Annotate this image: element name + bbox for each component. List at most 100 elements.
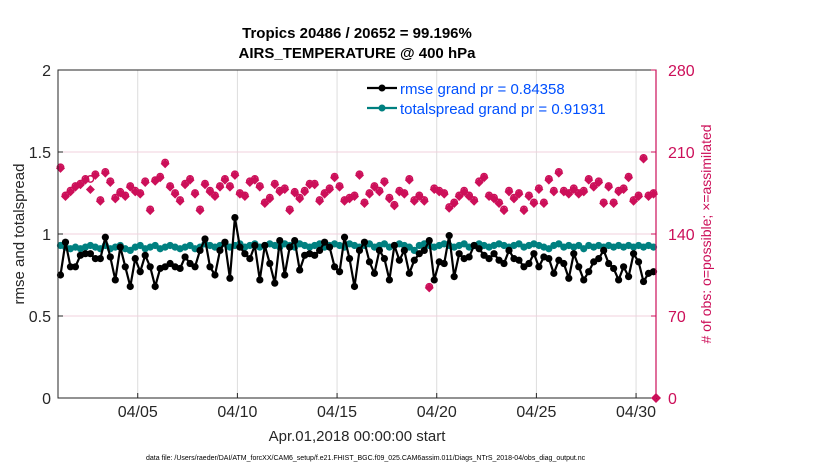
y2-tick-label: 280 <box>668 63 695 80</box>
rmse-point <box>96 255 104 263</box>
obs-assimilated-marker <box>459 187 469 197</box>
rmse-point <box>101 233 109 241</box>
legend-rmse-label: rmse grand pr = 0.84358 <box>400 81 565 98</box>
obs-assimilated-marker <box>414 192 424 202</box>
obs-assimilated-marker <box>280 184 290 194</box>
rmse-point <box>286 243 294 251</box>
obs-assimilated-marker <box>389 201 399 211</box>
rmse-point <box>490 250 498 258</box>
rmse-point <box>196 246 204 254</box>
rmse-point <box>535 263 543 271</box>
obs-assimilated-marker <box>479 173 489 183</box>
rmse-point <box>440 259 448 268</box>
obs-assimilated-marker <box>544 175 554 185</box>
rmse-point <box>176 264 184 273</box>
rmse-point <box>525 259 533 268</box>
obs-assimilated-marker <box>584 175 594 185</box>
x-axis-label: Apr.01,2018 00:00:00 start <box>269 428 447 445</box>
totalspread-point <box>649 243 658 251</box>
obs-assimilated-marker <box>230 170 240 180</box>
obs-assimilated-marker <box>305 180 315 190</box>
rmse-point <box>296 266 304 274</box>
rmse-point <box>605 259 613 268</box>
y2-axis-ticks: 0 70 140 210 280 <box>651 63 695 408</box>
y-axis-ticks: 0 0.5 1 1.5 2 <box>29 63 63 408</box>
obs-assimilated-marker <box>175 196 185 206</box>
rmse-point <box>335 268 344 276</box>
obs-assimilated-marker <box>145 206 155 216</box>
x-tick-label: 04/20 <box>417 404 457 421</box>
obs-assimilated-marker <box>320 189 330 199</box>
obs-assimilated-marker <box>270 180 280 190</box>
obs-series <box>55 153 661 403</box>
rmse-point <box>316 246 324 254</box>
x-tick-label: 04/15 <box>317 404 357 421</box>
obs-assimilated-marker <box>135 189 145 199</box>
rmse-point <box>570 250 578 258</box>
obs-assimilated-marker <box>310 180 320 190</box>
obs-assimilated-marker <box>225 182 235 192</box>
rmse-point <box>266 259 274 268</box>
obs-assimilated-marker <box>364 189 374 199</box>
rmse-point <box>370 269 379 277</box>
line-series <box>56 214 658 291</box>
rmse-point <box>505 246 513 254</box>
y-tick-label: 0.5 <box>29 309 51 326</box>
obs-assimilated-marker <box>200 180 210 190</box>
obs-assimilated-marker <box>195 206 205 216</box>
legend: rmse grand pr = 0.84358 totalspread gran… <box>367 81 606 118</box>
obs-assimilated-marker <box>170 189 180 199</box>
obs-assimilated-marker <box>65 187 75 197</box>
obs-assimilated-marker <box>439 189 449 199</box>
rmse-point <box>56 271 65 279</box>
obs-assimilated-marker <box>295 194 305 204</box>
y-axis-label: rmse and totalspread <box>11 164 28 305</box>
obs-assimilated-marker <box>100 168 110 178</box>
rmse-point <box>91 255 99 263</box>
obs-assimilated-marker <box>599 199 609 209</box>
x-axis-ticks: 04/05 04/10 04/15 04/20 04/25 04/30 <box>118 393 656 421</box>
rmse-point <box>485 255 493 263</box>
obs-assimilated-marker <box>359 199 369 209</box>
obs-assimilated-marker <box>639 154 649 164</box>
obs-assimilated-marker <box>504 187 514 197</box>
rmse-point <box>271 279 279 287</box>
rmse-point <box>450 273 458 281</box>
rmse-point <box>151 282 159 291</box>
obs-assimilated-marker <box>300 187 310 197</box>
rmse-point <box>191 263 199 271</box>
rmse-point <box>585 268 593 276</box>
rmse-point <box>405 269 413 277</box>
rmse-point <box>515 256 523 264</box>
obs-assimilated-marker <box>464 192 474 202</box>
rmse-point <box>425 236 433 245</box>
rmse-point <box>600 246 608 254</box>
rmse-point <box>181 253 189 261</box>
rmse-point <box>241 250 249 258</box>
obs-assimilated-marker <box>579 187 589 197</box>
obs-assimilated-marker <box>469 196 479 206</box>
rmse-point <box>330 263 339 271</box>
obs-assimilated-marker <box>524 192 534 202</box>
obs-assimilated-marker <box>240 192 250 202</box>
obs-assimilated-marker <box>75 180 85 190</box>
obs-assimilated-marker <box>619 184 629 194</box>
rmse-point <box>350 282 359 291</box>
obs-assimilated-marker <box>290 188 300 198</box>
rmse-point <box>550 269 558 277</box>
obs-assimilated-marker <box>424 283 434 293</box>
rmse-point <box>106 253 114 261</box>
rmse-point <box>86 250 94 258</box>
rmse-point <box>206 263 214 271</box>
obs-assimilated-marker <box>374 187 384 197</box>
obs-assimilated-marker <box>190 189 200 199</box>
data-file-footer: data file: /Users/raeder/DAI/ATM_forcXX/… <box>146 455 586 462</box>
obs-assimilated-marker <box>105 177 115 187</box>
x-tick-label: 04/10 <box>217 404 257 421</box>
rmse-point <box>325 243 334 251</box>
obs-assimilated-marker <box>539 199 549 209</box>
rmse-point <box>355 246 364 254</box>
obs-assimilated-marker <box>285 206 295 216</box>
obs-assimilated-marker <box>594 177 604 187</box>
